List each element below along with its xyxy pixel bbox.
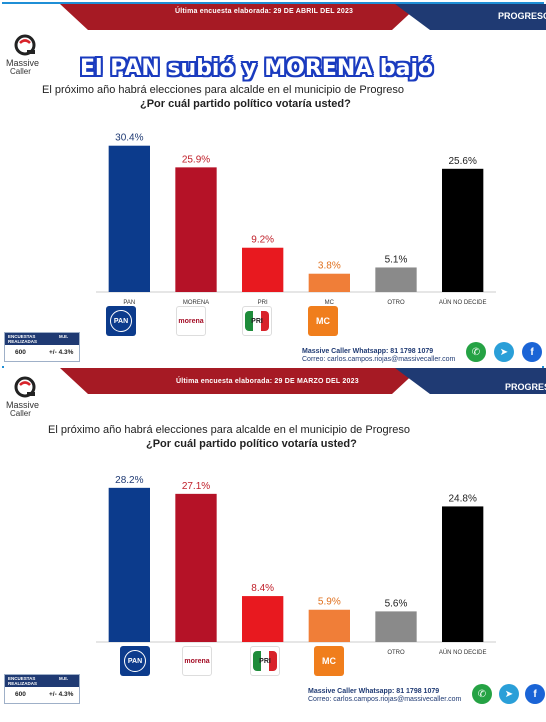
mc-logo-icon: MC (308, 306, 338, 336)
bar-a-n-no-decide (442, 168, 484, 292)
data-label: 24.8% (448, 493, 476, 504)
bar-mc (308, 273, 350, 292)
margin-of-error: +/- 4.3% (49, 349, 74, 356)
region-label: PROGRESO (505, 382, 546, 392)
bar-chart-svg: 30.4% PAN 25.9% MORENA 9.2% PRI 3.8% MC 5.1% OTRO… (96, 133, 496, 306)
bar-chart-march: 28.2%PAN27.1%MORENA8.4%PRI5.9%MC5.6%OTRO… (96, 460, 496, 660)
bar-otro (375, 267, 417, 292)
data-label: 9.2% (251, 235, 274, 246)
contact-info: Massive Caller Whatsapp: 81 1798 1079 Co… (302, 348, 456, 363)
whatsapp-icon[interactable]: ✆ (472, 684, 492, 704)
category-label: PAN (123, 300, 135, 306)
telegram-icon[interactable]: ➤ (494, 342, 514, 362)
category-label: MC (325, 300, 335, 306)
data-label: 25.9% (182, 154, 210, 165)
data-label: 5.1% (385, 254, 408, 265)
facebook-icon[interactable]: f (525, 684, 545, 704)
survey-date: Última encuesta elaborada: 29 DE ABRIL D… (175, 8, 354, 15)
morena-logo-icon: morena (182, 646, 212, 676)
bar-pri (242, 247, 284, 292)
category-label: AÚN NO DECIDE (439, 299, 487, 306)
brand-mark-icon (14, 376, 36, 398)
surveys-count: 600 (15, 349, 26, 356)
data-label: 27.1% (182, 481, 210, 492)
data-label: 28.2% (115, 475, 143, 486)
party-logos-row: PAN morena PRI MC (96, 646, 496, 682)
data-label: 25.6% (448, 156, 476, 167)
chart-subtitle: El próximo año habrá elecciones para alc… (48, 424, 410, 436)
bar-a-n-no-decide (442, 506, 484, 642)
pan-logo-icon: PAN (120, 646, 150, 676)
category-label: PRI (258, 300, 268, 306)
mc-logo-icon: MC (314, 646, 344, 676)
pan-logo-icon: PAN (106, 306, 136, 336)
massive-caller-logo: Massive Caller (6, 34, 56, 76)
survey-date: Última encuesta elaborada: 29 DE MARZO D… (176, 378, 359, 385)
headline: El PAN subió y MORENA bajó (80, 56, 434, 81)
pri-logo-icon: PRI (242, 306, 272, 336)
telegram-icon[interactable]: ➤ (499, 684, 519, 704)
contact-info: Massive Caller Whatsapp: 81 1798 1079 Co… (308, 688, 462, 703)
bar-pri (242, 596, 284, 642)
data-label: 5.6% (385, 598, 408, 609)
survey-stats-table: ENCUESTAS REALIZADAS M.E. 600 +/- 4.3% (4, 674, 80, 704)
bar-morena (175, 167, 217, 292)
poll-panel-april: Última encuesta elaborada: 29 DE ABRIL D… (0, 4, 546, 366)
facebook-icon[interactable]: f (522, 342, 542, 362)
data-label: 30.4% (115, 133, 143, 144)
category-label: OTRO (387, 300, 405, 306)
bar-mc (308, 609, 350, 642)
chart-subtitle: El próximo año habrá elecciones para alc… (42, 84, 404, 96)
bar-morena (175, 493, 217, 642)
category-label: MORENA (183, 300, 209, 306)
brand-mark-icon (14, 34, 36, 56)
data-label: 5.9% (318, 597, 341, 608)
margin-of-error: +/- 4.3% (49, 691, 74, 698)
poll-panel-march: Última encuesta elaborada: 29 DE MARZO D… (0, 368, 546, 720)
pri-logo-icon: PRI (250, 646, 280, 676)
massive-caller-logo: Massive Caller (6, 376, 56, 418)
party-logos-row: PAN morena PRI MC (96, 306, 496, 342)
bar-pan (108, 487, 150, 642)
data-label: 8.4% (251, 583, 274, 594)
chart-question: ¿Por cuál partido político votaría usted… (140, 98, 351, 110)
whatsapp-icon[interactable]: ✆ (466, 342, 486, 362)
data-label: 3.8% (318, 261, 341, 272)
bar-pan (108, 145, 150, 292)
header-band: Última encuesta elaborada: 29 DE ABRIL D… (0, 4, 546, 30)
region-label: PROGRESO (498, 11, 546, 21)
morena-logo-icon: morena (176, 306, 206, 336)
bar-chart-april: 30.4% PAN 25.9% MORENA 9.2% PRI 3.8% MC 5.1% OTRO… (96, 120, 496, 310)
bar-chart-svg: 28.2%PAN27.1%MORENA8.4%PRI5.9%MC5.6%OTRO… (96, 475, 496, 656)
bar-otro (375, 611, 417, 642)
header-band: Última encuesta elaborada: 29 DE MARZO D… (0, 368, 546, 394)
surveys-count: 600 (15, 691, 26, 698)
survey-stats-table: ENCUESTAS REALIZADAS M.E. 600 +/- 4.3% (4, 332, 80, 362)
category-label: AÚN NO DECIDE (439, 649, 487, 656)
chart-question: ¿Por cuál partido político votaría usted… (146, 438, 357, 450)
category-label: OTRO (387, 650, 405, 656)
